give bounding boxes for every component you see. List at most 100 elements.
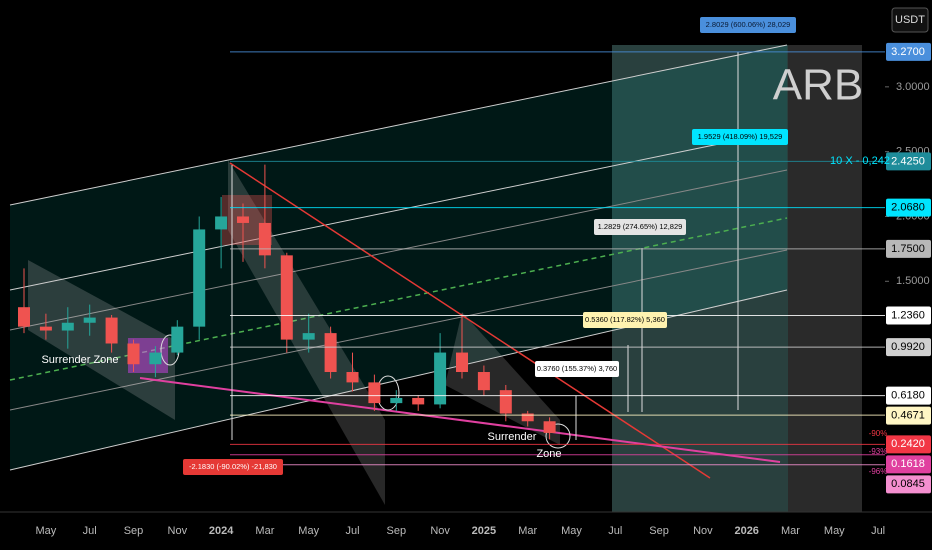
level-box xyxy=(886,435,931,454)
candle-body xyxy=(456,352,468,373)
candle-body xyxy=(237,216,249,223)
rising-channel xyxy=(10,45,787,470)
candle-body xyxy=(499,390,512,414)
level-box xyxy=(886,455,931,474)
x-tick-label: 2026 xyxy=(734,525,758,537)
x-tick-label: May xyxy=(824,525,845,537)
projection-box xyxy=(612,45,862,512)
candle-body xyxy=(324,333,337,373)
currency[interactable]: USDT xyxy=(895,14,925,26)
support-line xyxy=(139,377,781,463)
candle-body xyxy=(302,333,315,340)
level-box xyxy=(886,306,931,325)
candle-body xyxy=(280,255,293,340)
x-tick-label: Nov xyxy=(168,525,188,537)
measure-arrows xyxy=(231,52,739,440)
level-label: 0.9920 xyxy=(891,341,925,353)
level-box xyxy=(886,475,931,494)
x-tick-label: Mar xyxy=(781,525,800,537)
x-tick-label: May xyxy=(561,525,582,537)
falling-channel xyxy=(445,312,560,445)
x-tick-label: May xyxy=(36,525,57,537)
annotation: -96% xyxy=(869,467,888,476)
level-label: 3.2700 xyxy=(891,46,925,58)
x-tick-label: Mar xyxy=(518,525,537,537)
annotation: -2.1830 (-90.02%) -21,830 xyxy=(189,462,277,471)
candle-body xyxy=(390,397,403,404)
candle-body xyxy=(83,317,96,323)
candle-body xyxy=(171,326,184,353)
falling-channel xyxy=(28,260,175,420)
x-tick-label: Nov xyxy=(430,525,450,537)
x-tick-label: Jul xyxy=(83,525,97,537)
level-label: 0.4671 xyxy=(891,410,925,422)
x-tick-label: Sep xyxy=(124,525,144,537)
level-box xyxy=(886,338,931,357)
candle-body xyxy=(127,343,140,365)
annotation: Zone xyxy=(536,448,561,460)
candle-body xyxy=(412,397,425,405)
level-label: 1.2360 xyxy=(891,309,925,321)
x-tick-label: Sep xyxy=(649,525,669,537)
annotation-box xyxy=(535,361,619,377)
trend-line xyxy=(229,162,711,479)
annotation: 2.8029 (600.06%) 28,029 xyxy=(706,20,791,29)
candle-body xyxy=(39,326,52,331)
candle-body xyxy=(105,317,118,344)
y-tick-label: 1.5000 xyxy=(896,275,930,287)
annotation-box xyxy=(700,17,796,33)
x-tick-label: Nov xyxy=(693,525,713,537)
annotation: -90% xyxy=(869,429,888,438)
annotation: Surrender Zone xyxy=(41,354,118,366)
y-tick-label: 3.0000 xyxy=(896,81,930,93)
level-label: 0.1618 xyxy=(891,458,925,470)
currency-box[interactable] xyxy=(891,7,929,33)
annotation: 1.9529 (418.09%) 19,529 xyxy=(698,132,783,141)
candle-body xyxy=(61,322,74,331)
annotation: -93% xyxy=(869,447,888,456)
annotation-box xyxy=(183,459,283,475)
annotation: Surrender xyxy=(488,431,537,443)
level-box xyxy=(886,42,931,61)
level-label: 2.4250 xyxy=(891,155,925,167)
candle-body xyxy=(521,413,534,422)
level-box xyxy=(886,386,931,405)
candle-body xyxy=(149,352,162,365)
annotation: 0.5360 (117.82%) 5,360 xyxy=(585,315,665,324)
candle-body xyxy=(18,307,30,327)
x-tick-label: Mar xyxy=(255,525,274,537)
level-box xyxy=(886,406,931,425)
candle-body xyxy=(215,216,228,230)
annotation: 1.2829 (274.65%) 12,829 xyxy=(598,222,683,231)
x-tick-label: Jul xyxy=(871,525,885,537)
level-box xyxy=(886,152,931,171)
candle-body xyxy=(193,229,206,327)
candle-body xyxy=(434,352,447,405)
x-tick-label: 2025 xyxy=(472,525,496,537)
annotation: 10 X - 0,242 xyxy=(830,155,890,167)
median-line xyxy=(9,217,788,381)
annotation: 0.3760 (155.37%) 3,760 xyxy=(537,364,617,373)
level-label: 0.0845 xyxy=(891,478,925,490)
candle-body xyxy=(258,222,271,256)
x-tick-label: 2024 xyxy=(209,525,234,537)
x-tick-label: Jul xyxy=(608,525,622,537)
annotation-box xyxy=(583,312,667,328)
x-tick-label: Jul xyxy=(345,525,359,537)
annotation-box xyxy=(692,129,788,145)
level-label: 0.2420 xyxy=(891,438,925,450)
candle-body xyxy=(477,372,490,391)
candle-body xyxy=(543,421,556,433)
candle-body xyxy=(368,382,381,404)
annotation-box xyxy=(594,219,686,235)
level-box xyxy=(886,198,931,217)
symbol: ARB xyxy=(773,61,863,110)
projection-fill xyxy=(612,45,788,512)
x-tick-label: May xyxy=(298,525,319,537)
level-label: 1.7500 xyxy=(891,243,925,255)
level-label: 0.6180 xyxy=(891,390,925,402)
x-tick-label: Sep xyxy=(387,525,407,537)
level-box xyxy=(886,239,931,258)
level-label: 2.0680 xyxy=(891,202,925,214)
